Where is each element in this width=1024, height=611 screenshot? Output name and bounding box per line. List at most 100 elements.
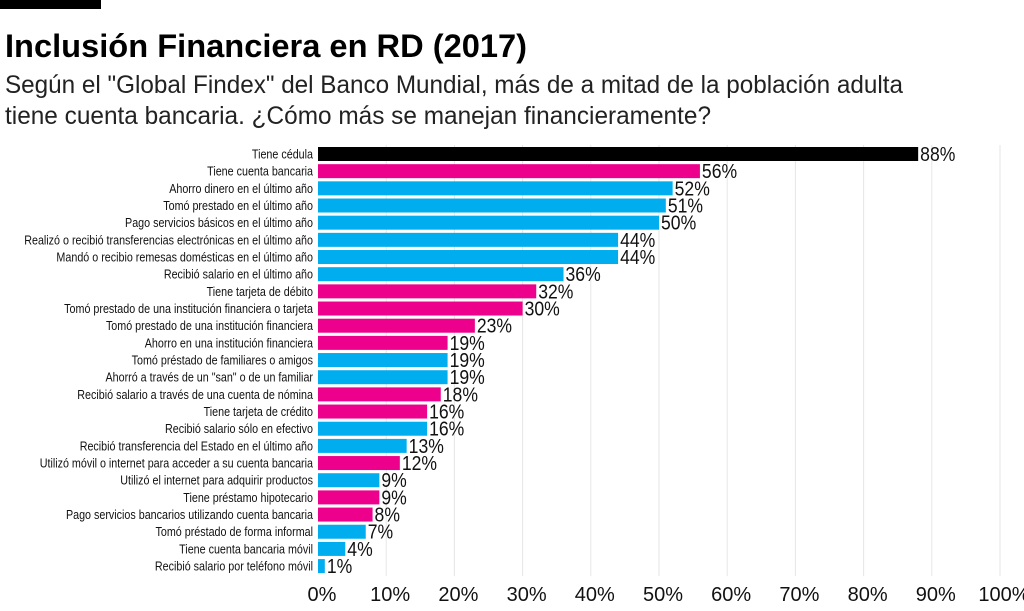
value-label: 7% — [368, 521, 394, 543]
value-label: 1% — [327, 555, 353, 577]
bar — [318, 164, 700, 179]
bar — [318, 438, 407, 453]
bar — [318, 232, 619, 247]
value-label: 13% — [409, 435, 444, 457]
value-label: 9% — [381, 486, 407, 508]
category-label-group: Utilizó móvil o internet para acceder a … — [40, 457, 314, 471]
value-label-group: 9% — [381, 469, 407, 491]
value-label-group: 88% — [920, 143, 955, 165]
bar — [318, 301, 523, 316]
bar — [318, 507, 373, 522]
value-label: 30% — [525, 297, 560, 319]
category-label-group: Recibió salario por teléfono móvil — [155, 560, 313, 574]
chart-title: Inclusión Financiera en RD (2017) — [5, 28, 527, 64]
category-label: Mandó o recibio remesas domésticas en el… — [56, 251, 313, 265]
value-label-group: 19% — [450, 332, 485, 354]
header-accent-bar — [0, 0, 101, 9]
bar — [318, 524, 366, 539]
category-label-group: Tomó préstado de familiares o amigos — [132, 354, 314, 368]
value-label-group: 7% — [368, 521, 394, 543]
value-label-group: 32% — [538, 280, 573, 302]
value-label-group: 56% — [702, 160, 737, 182]
bar — [318, 215, 659, 230]
bar — [318, 473, 380, 488]
x-tick-label: 40% — [575, 584, 615, 606]
bar — [318, 541, 346, 556]
value-label-group: 50% — [661, 212, 696, 234]
chart-subtitle-line-1: Según el "Global Findex" del Banco Mundi… — [5, 71, 903, 99]
category-label-group: Tomó préstado de forma informal — [155, 526, 313, 540]
category-label-group: Recibió salario sólo en efectivo — [165, 422, 313, 436]
category-label: Recibió salario en el último año — [164, 268, 313, 282]
category-label: Tomó préstado de familiares o amigos — [132, 354, 314, 368]
x-tick-label: 30% — [507, 584, 547, 606]
bar — [318, 559, 325, 574]
value-label: 36% — [566, 263, 601, 285]
value-label-group: 44% — [620, 246, 655, 268]
category-label-group: Tiene préstamo hipotecario — [183, 491, 313, 505]
category-label-group: Tomó prestado de una institución financi… — [64, 302, 313, 316]
bar — [318, 421, 428, 436]
value-label: 9% — [381, 469, 407, 491]
category-label: Recibió salario por teléfono móvil — [155, 560, 313, 574]
category-label-group: Pago servicios bancarios utilizando cuen… — [66, 508, 314, 522]
value-label-group: 16% — [429, 401, 464, 423]
bar — [318, 456, 400, 471]
value-label: 19% — [450, 366, 485, 388]
category-label-group: Tiene cuenta bancaria móvil — [179, 543, 313, 557]
category-label-group: Mandó o recibio remesas domésticas en el… — [56, 251, 313, 265]
category-label-group: Recibió salario a través de una cuenta d… — [77, 388, 313, 402]
bar — [318, 353, 448, 368]
chart-subtitle-line-2: tiene cuenta bancaria. ¿Cómo más se mane… — [5, 102, 711, 130]
value-label-group: 16% — [429, 418, 464, 440]
value-label: 44% — [620, 246, 655, 268]
value-label: 50% — [661, 212, 696, 234]
bar — [318, 490, 380, 505]
bar — [318, 181, 673, 196]
category-label-group: Tomó prestado en el último año — [163, 199, 313, 213]
category-label-group: Pago servicios básicos en el último año — [125, 216, 313, 230]
value-label: 44% — [620, 229, 655, 251]
bars: Tiene cédula 88% Tiene cuenta bancaria 56% A… — [24, 143, 955, 577]
bar — [318, 370, 448, 385]
value-label: 18% — [443, 383, 478, 405]
category-label-group: Tiene cédula — [252, 148, 314, 162]
x-tick-label: 10% — [370, 584, 410, 606]
category-label: Ahorro en una institución financiera — [145, 337, 314, 351]
category-label: Tomó prestado de una institución financi… — [106, 319, 314, 333]
category-label: Recibió transferencia del Estado en el ú… — [80, 440, 313, 454]
x-tick-label: 100% — [978, 584, 1024, 606]
value-label-group: 52% — [675, 177, 710, 199]
category-label-group: Tomó prestado de una institución financi… — [106, 319, 314, 333]
value-label-group: 23% — [477, 315, 512, 337]
bar — [318, 147, 919, 161]
value-label-group: 30% — [525, 297, 560, 319]
category-label-group: Ahorro dinero en el último año — [169, 182, 313, 196]
category-label-group: Tiene tarjeta de débito — [207, 285, 313, 299]
category-label: Tiene tarjeta de crédito — [204, 405, 313, 419]
value-label: 19% — [450, 349, 485, 371]
category-label: Pago servicios básicos en el último año — [125, 216, 313, 230]
category-label: Realizó o recibió transferencias electró… — [24, 234, 313, 248]
category-label: Tomó prestado en el último año — [163, 199, 313, 213]
value-label-group: 19% — [450, 366, 485, 388]
value-label: 56% — [702, 160, 737, 182]
category-label-group: Tiene tarjeta de crédito — [204, 405, 313, 419]
value-label-group: 1% — [327, 555, 353, 577]
value-label-group: 4% — [347, 538, 373, 560]
value-label-group: 9% — [381, 486, 407, 508]
bar — [318, 250, 619, 265]
category-label-group: Utilizó el internet para adquirir produc… — [120, 474, 313, 488]
category-label: Tiene cuenta bancaria — [207, 165, 313, 179]
value-label: 16% — [429, 418, 464, 440]
category-label: Tomó préstado de forma informal — [155, 526, 313, 540]
value-label-group: 36% — [566, 263, 601, 285]
value-label: 88% — [920, 143, 955, 165]
x-tick-label: 0% — [308, 584, 337, 606]
value-label: 51% — [668, 194, 703, 216]
category-label: Pago servicios bancarios utilizando cuen… — [66, 508, 314, 522]
category-label-group: Tiene cuenta bancaria — [207, 165, 313, 179]
value-label-group: 19% — [450, 349, 485, 371]
value-label: 52% — [675, 177, 710, 199]
category-label: Utilizó el internet para adquirir produc… — [120, 474, 313, 488]
